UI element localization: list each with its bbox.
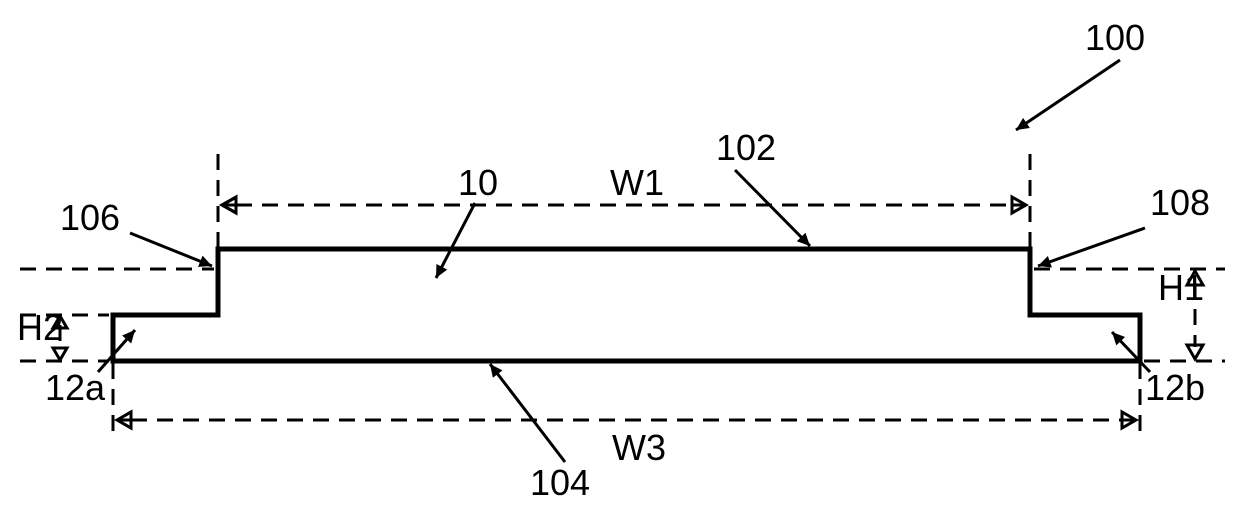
dim-h1-arrow-down [1187, 345, 1203, 359]
label-102: 102 [716, 127, 776, 168]
label-12a: 12a [45, 367, 106, 408]
label-h1: H1 [1158, 267, 1204, 308]
label-108: 108 [1150, 182, 1210, 223]
leader-ref_104 [490, 364, 565, 462]
leader-ref_10 [436, 203, 475, 278]
leader-ref_108 [1038, 228, 1145, 268]
leader-ref_106 [130, 233, 212, 267]
label-100: 100 [1085, 17, 1145, 58]
leader-ref_100 [1016, 60, 1120, 130]
profile-outline [113, 249, 1140, 361]
label-h2: H2 [17, 307, 63, 348]
label-106: 106 [60, 197, 120, 238]
leader-ref_12a [98, 330, 135, 372]
label-12b: 12b [1145, 367, 1205, 408]
label-w1: W1 [610, 162, 664, 203]
label-w3: W3 [612, 427, 666, 468]
label-10: 10 [458, 162, 498, 203]
leader-ref_102 [735, 170, 810, 246]
dim-h2-arrow-down [53, 348, 67, 360]
label-104: 104 [530, 462, 590, 503]
leader-ref_12b [1112, 332, 1150, 372]
